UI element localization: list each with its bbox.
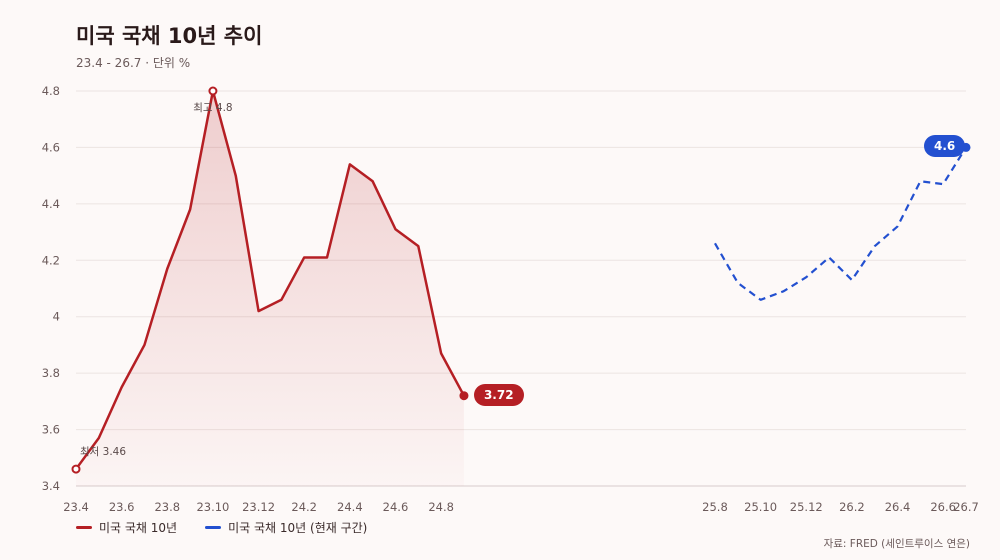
x-tick-label: 25.12 xyxy=(790,500,823,514)
y-tick-label: 4.8 xyxy=(42,84,60,98)
chart-subtitle: 23.4 - 26.7 · 단위 % xyxy=(76,56,191,70)
last-point-marker xyxy=(459,391,469,401)
x-tick-label: 23.4 xyxy=(63,500,89,514)
y-tick-label: 4 xyxy=(53,310,60,324)
series-line-primary xyxy=(74,89,466,471)
x-tick-label: 24.2 xyxy=(291,500,317,514)
x-tick-label: 24.4 xyxy=(337,500,363,514)
x-tick-label: 25.10 xyxy=(744,500,777,514)
last-value-callout: 3.72 xyxy=(473,383,524,406)
x-tick-label: 26.6 xyxy=(930,500,956,514)
legend-label-secondary: 미국 국채 10년 (현재 구간) xyxy=(228,521,368,535)
x-tick-label: 24.8 xyxy=(428,500,454,514)
points-layer xyxy=(71,86,971,474)
x-tick-label: 26.2 xyxy=(839,500,865,514)
x-tick-label: 23.10 xyxy=(196,500,229,514)
min-point-marker xyxy=(71,464,81,474)
legend-item-secondary: 미국 국채 10년 (현재 구간) xyxy=(205,519,367,536)
series-layer xyxy=(74,89,967,471)
source-note: 자료: FRED (세인트루이스 연은) xyxy=(823,538,970,550)
legend-item-primary: 미국 국채 10년 xyxy=(76,519,177,536)
legend-swatch-secondary xyxy=(205,526,222,529)
max-point-marker xyxy=(208,86,218,96)
labels-layer: 3.4 3.6 3.8 4 4.2 4.4 4.6 4.8 23.4 23.6 23.8 23.10 2… xyxy=(42,84,979,514)
series-line-secondary xyxy=(714,146,967,301)
y-tick-label: 4.6 xyxy=(42,140,60,154)
x-tick-label: 23.12 xyxy=(242,500,275,514)
y-tick-label: 4.2 xyxy=(42,253,60,267)
y-tick-label: 3.8 xyxy=(42,366,60,380)
y-tick-label: 3.4 xyxy=(42,479,60,493)
min-annotation: 최저 3.46 xyxy=(80,446,126,458)
x-tick-label: 26.4 xyxy=(885,500,911,514)
x-tick-label: 24.6 xyxy=(383,500,409,514)
y-tick-label: 4.4 xyxy=(42,197,60,211)
legend-swatch-primary xyxy=(76,526,92,529)
current-value-callout: 4.6 xyxy=(924,135,966,158)
chart-title: 미국 국채 10년 추이 xyxy=(76,24,263,48)
series-area-primary xyxy=(76,91,464,486)
y-tick-label: 3.6 xyxy=(42,423,60,437)
x-tick-label: 23.6 xyxy=(109,500,135,514)
area-layer xyxy=(76,91,464,486)
max-annotation: 최고 4.8 xyxy=(193,102,232,114)
x-tick-label: 23.8 xyxy=(154,500,180,514)
legend-label-primary: 미국 국채 10년 xyxy=(99,521,178,535)
x-tick-label: 25.8 xyxy=(702,500,728,514)
x-tick-label: 26.7 xyxy=(953,500,979,514)
legend: 미국 국채 10년 미국 국채 10년 (현재 구간) xyxy=(76,519,367,536)
